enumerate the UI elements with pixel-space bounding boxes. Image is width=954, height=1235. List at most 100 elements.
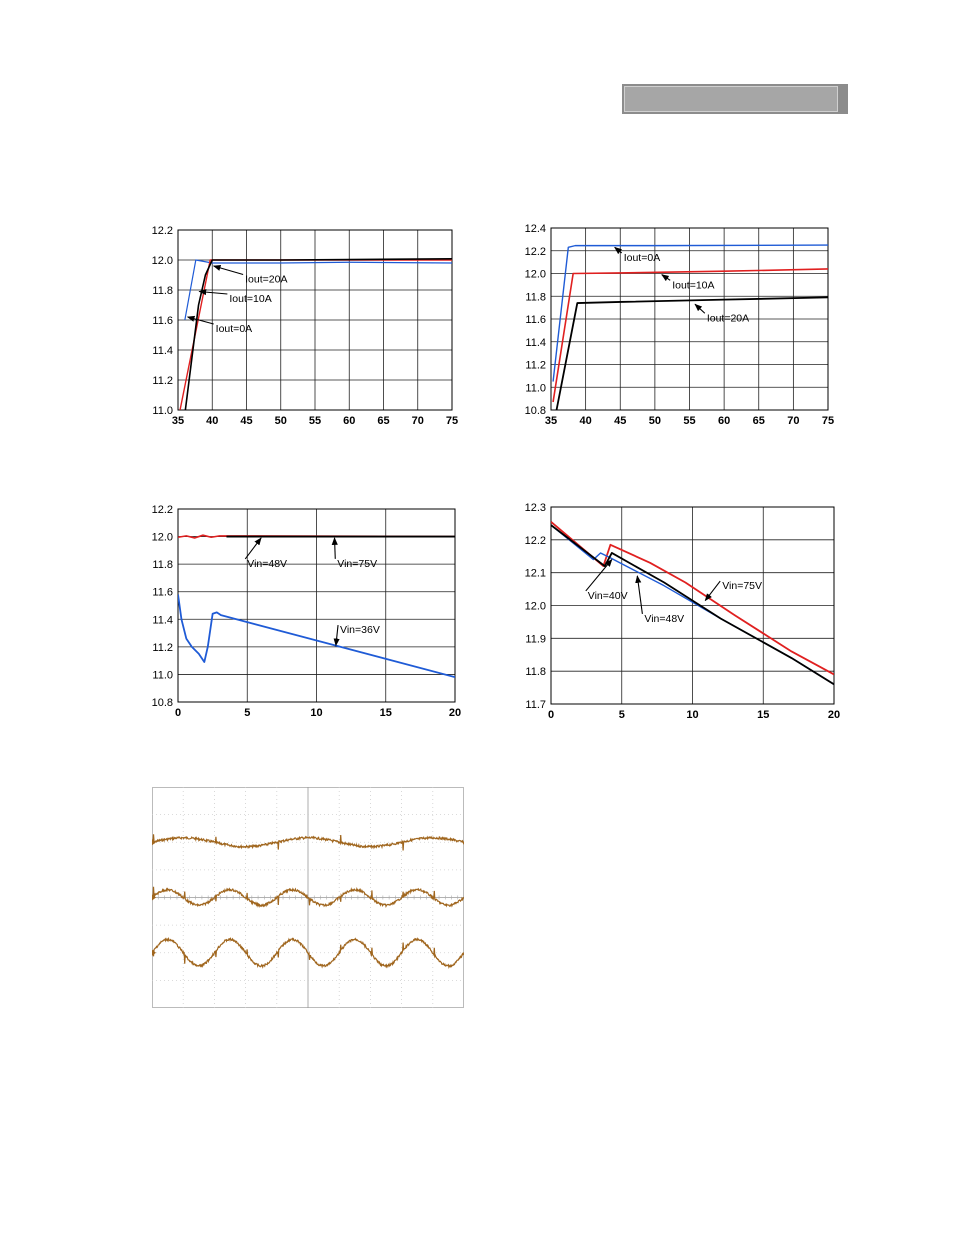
x-tick-label: 70	[412, 415, 424, 427]
x-tick-label: 10	[310, 707, 322, 719]
annotation-arrow	[186, 315, 214, 325]
x-tick-label: 75	[446, 415, 458, 427]
annotation-label: Iout=0A	[216, 323, 253, 335]
annotation-arrow	[585, 558, 613, 592]
scope-trace	[151, 936, 465, 969]
series-line-black	[184, 258, 452, 410]
x-tick-label: 70	[787, 415, 799, 427]
annotation-arrow	[635, 575, 643, 614]
series-line-black	[555, 296, 828, 410]
chart-svg: 35 40 45 50 55 60 65 70 75 11.0 11.2 11.4 11.6 11.8 12…	[152, 225, 459, 427]
y-tick-label: 12.2	[152, 225, 173, 237]
annotation-arrow	[331, 537, 338, 559]
plot-frame	[177, 508, 456, 703]
annotation-arrow	[704, 580, 721, 602]
series-line-blue	[178, 594, 455, 679]
series-line-red	[551, 521, 834, 676]
series-line-red	[552, 268, 828, 403]
scope-trace-marker	[152, 894, 156, 901]
x-tick-label: 45	[614, 415, 626, 427]
chart-transient-1: 0 5 10 15 20 10.8 11.0 11.2 11.4 11.6 11.8 12.0 12.2…	[140, 500, 470, 719]
y-tick-label: 12.1	[525, 568, 546, 580]
x-tick-label: 50	[649, 415, 661, 427]
annotation-label: Iout=10A	[229, 293, 271, 305]
annotation-label: Vin=40V	[588, 590, 628, 602]
x-tick-label: 55	[683, 415, 695, 427]
y-tick-label: 11.8	[152, 285, 173, 297]
y-tick-label: 12.2	[525, 246, 546, 258]
scope-svg	[151, 787, 465, 1008]
annotation-label: Iout=20A	[707, 312, 749, 324]
scope-trace	[151, 886, 465, 909]
x-tick-label: 65	[753, 415, 765, 427]
series-group	[551, 521, 834, 686]
y-tick-label: 11.0	[152, 405, 173, 417]
y-tick-label: 11.4	[152, 345, 173, 357]
x-tick-label: 60	[343, 415, 355, 427]
annotation-arrow	[694, 303, 706, 314]
plot-frame	[550, 227, 829, 411]
y-tick-label: 12.0	[152, 255, 173, 267]
y-tick-label: 11.6	[525, 314, 546, 326]
annotation-label: Vin=48V	[247, 558, 287, 570]
y-tick-label: 11.7	[525, 699, 546, 711]
chart-line-regulation-2: 35 40 45 50 55 60 65 70 75 10.8 11.0 11.2 11.4 11.6 11…	[510, 222, 840, 437]
x-tick-label: 35	[172, 415, 184, 427]
x-tick-label: 20	[828, 709, 840, 721]
scope-trace	[151, 834, 465, 851]
x-tick-label: 15	[380, 707, 392, 719]
annotation-label: Vin=36V	[340, 624, 380, 636]
annotation-arrow	[198, 289, 228, 296]
series-line-blue	[184, 259, 452, 321]
x-tick-label: 5	[244, 707, 250, 719]
y-tick-label: 12.2	[525, 535, 546, 547]
series-group	[552, 244, 828, 410]
x-tick-label: 0	[548, 709, 554, 721]
x-tick-label: 40	[580, 415, 592, 427]
x-tick-label: 20	[449, 707, 461, 719]
x-tick-label: 65	[377, 415, 389, 427]
chart-svg: 0 5 10 15 20 10.8 11.0 11.2 11.4 11.6 11.8 12.0 12.2…	[152, 504, 462, 719]
y-tick-label: 11.2	[152, 642, 173, 654]
y-tick-label: 10.8	[525, 405, 546, 417]
chart-svg: 0 5 10 15 20 11.7 11.8 11.9 12.0 12.1 12.2 12.3 Vin=…	[525, 502, 841, 721]
annotation-arrow	[212, 264, 244, 276]
series-line-black	[551, 524, 834, 686]
x-tick-label: 5	[619, 709, 625, 721]
series-group	[179, 258, 452, 410]
y-tick-label: 12.4	[525, 223, 546, 235]
annotation-arrow	[333, 625, 340, 647]
series-line-blue	[552, 244, 828, 382]
chart-load-regulation-2: 0 5 10 15 20 11.7 11.8 11.9 12.0 12.1 12.2 12.3 Vin=…	[510, 500, 841, 721]
scope-trace-marker	[152, 949, 156, 956]
annotation-label: Vin=48V	[644, 613, 684, 625]
series-line-red	[179, 259, 452, 410]
y-tick-label: 11.6	[152, 315, 173, 327]
y-tick-label: 11.4	[525, 337, 546, 349]
annotation-label: Iout=0A	[624, 252, 661, 264]
annotation-arrow	[661, 274, 671, 282]
y-tick-label: 11.4	[152, 614, 173, 626]
x-tick-label: 55	[309, 415, 321, 427]
x-tick-label: 10	[686, 709, 698, 721]
annotation-label: Iout=20A	[245, 274, 287, 286]
y-tick-label: 11.8	[525, 666, 546, 678]
header-bar-inner	[624, 86, 838, 112]
plot-frame	[177, 229, 453, 411]
x-tick-label: 15	[757, 709, 769, 721]
chart-line-regulation-1: 35 40 45 50 55 60 65 70 75 11.0 11.2 11.4 11.6 11.8 12…	[140, 222, 460, 437]
y-tick-label: 12.0	[525, 601, 546, 613]
y-tick-label: 11.0	[152, 669, 173, 681]
y-tick-label: 12.0	[152, 532, 173, 544]
y-tick-label: 12.3	[525, 502, 546, 514]
x-tick-label: 50	[275, 415, 287, 427]
y-tick-label: 10.8	[152, 697, 173, 709]
annotation-label: Vin=75V	[337, 558, 377, 570]
y-tick-label: 12.0	[525, 269, 546, 281]
plot-frame	[550, 506, 835, 705]
chart-svg: 35 40 45 50 55 60 65 70 75 10.8 11.0 11.2 11.4 11.6 11…	[525, 223, 835, 427]
series-group	[178, 534, 455, 679]
series-line-red	[178, 534, 455, 539]
header-bar	[622, 84, 848, 114]
annotation-label: Vin=75V	[722, 580, 762, 592]
